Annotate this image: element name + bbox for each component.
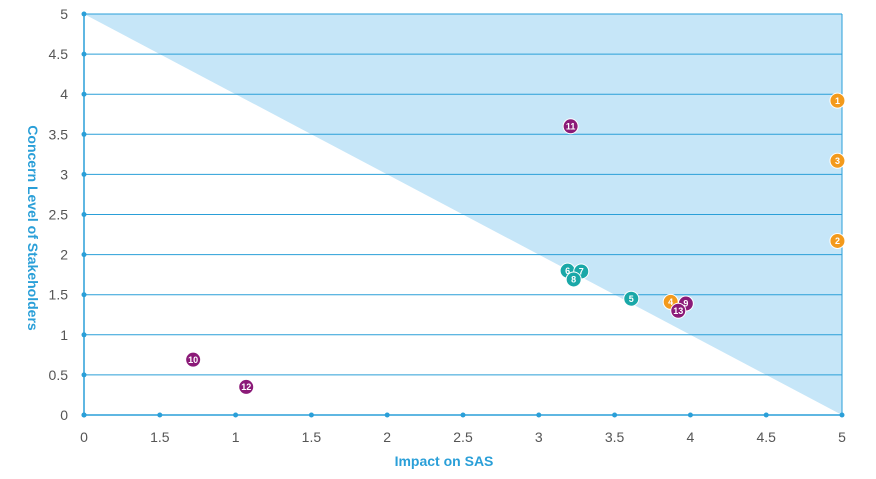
data-point-label: 10 [188,355,198,365]
y-tick-label: 1.5 [49,287,69,303]
y-tick-label: 3 [60,166,68,182]
data-point-marker [185,351,202,368]
y-tick-label: 0 [60,407,68,423]
y-tick-label: 4.5 [49,46,69,62]
y-tick-label: 5 [60,6,68,22]
x-tick-marker [81,412,87,418]
data-point-label: 1 [835,96,840,106]
y-tick-label: 3.5 [49,126,69,142]
data-point-label: 12 [241,382,251,392]
data-point: 1 [829,92,846,109]
data-point-marker [562,118,579,135]
x-tick-label: 1.5 [150,429,170,445]
data-point-marker [623,290,640,307]
x-tick-marker [233,412,239,418]
data-point: 10 [185,351,202,368]
data-point: 3 [829,152,846,169]
data-point-marker [829,232,846,249]
x-axis-title: Impact on SAS [395,453,494,469]
y-tick-label: 0.5 [49,367,69,383]
x-tick-marker [460,412,466,418]
data-point-label: 8 [571,275,576,285]
y-tick-label: 2 [60,247,68,263]
data-point-marker [565,271,582,288]
data-point-marker [670,302,687,319]
x-tick-marker [308,412,314,418]
x-tick-label: 2.5 [453,429,473,445]
data-point-marker [829,152,846,169]
y-axis-title: Concern Level of Stakeholders [25,125,41,331]
data-point-label: 6 [565,266,570,276]
x-tick-label: 0 [80,429,88,445]
x-tick-label: 5 [838,429,846,445]
data-point-label: 9 [683,299,688,309]
data-point-label: 3 [835,156,840,166]
data-point: 2 [829,232,846,249]
data-point-marker [238,378,255,395]
data-point-label: 4 [668,297,673,307]
data-point-label: 7 [579,267,584,277]
x-tick-label: 1.5 [302,429,322,445]
y-tick-label: 4 [60,86,68,102]
y-tick-labels: 0 0.5 1 1.5 2 2.5 3 3.5 4 4.5 5 [49,6,69,423]
data-point-label: 5 [629,294,634,304]
x-tick-marker [536,412,542,418]
x-tick-label: 4.5 [756,429,776,445]
x-tick-label: 3.5 [605,429,625,445]
x-tick-marker [687,412,693,418]
x-tick-label: 3 [535,429,543,445]
data-point-label: 11 [566,121,576,131]
data-point: 8 [565,271,582,288]
data-point-marker [829,92,846,109]
y-tick-label: 2.5 [49,207,69,223]
x-tick-marker [384,412,390,418]
x-tick-marker [157,412,163,418]
x-tick-labels: 0 1.5 1 1.5 2 2.5 3 3.5 4 4.5 5 [80,412,846,445]
data-point: 12 [238,378,255,395]
x-tick-label: 2 [383,429,391,445]
x-tick-label: 4 [687,429,695,445]
data-point-label: 13 [673,306,683,316]
x-tick-marker [612,412,618,418]
data-point: 11 [562,118,579,135]
data-point: 5 [623,290,640,307]
data-point: 13 [670,302,687,319]
data-point-label: 2 [835,236,840,246]
y-tick-label: 1 [60,327,68,343]
x-tick-marker [763,412,769,418]
x-tick-label: 1 [232,429,240,445]
x-tick-marker [839,412,845,418]
